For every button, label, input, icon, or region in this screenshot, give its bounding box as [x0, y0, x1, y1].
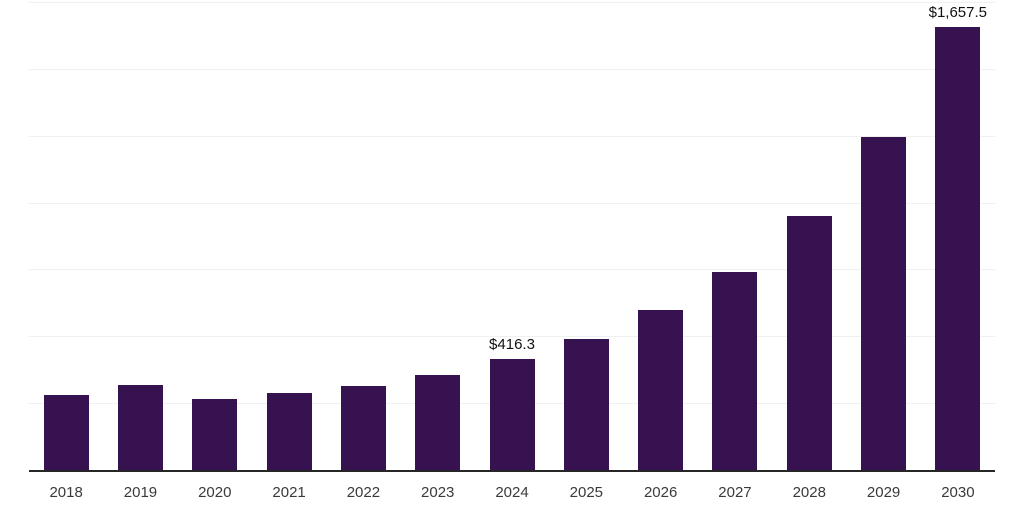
x-tick-2028: 2028: [792, 484, 826, 501]
plot-area: $416.3 $1,657.5: [29, 0, 995, 470]
bar-2025: [563, 338, 609, 470]
x-tick-2019: 2019: [123, 484, 158, 501]
value-label-2024: $416.3: [489, 335, 535, 353]
bar-2019: [118, 385, 163, 470]
bar-2021: [266, 393, 312, 470]
bar-2018: [43, 395, 89, 470]
x-tick-2026: 2026: [643, 484, 678, 501]
x-tick-2018: 2018: [49, 484, 83, 501]
x-tick-2022: 2022: [346, 484, 381, 501]
bar-2027: [712, 271, 758, 470]
x-tick-2024: 2024: [495, 484, 529, 501]
x-tick-2027: 2027: [718, 484, 752, 501]
bar-2020: [192, 399, 238, 470]
gridline-1250: [29, 135, 995, 137]
x-tick-2030: 2030: [941, 484, 975, 501]
bar-2023: [415, 374, 461, 470]
x-axis-tick-labels: 2018 2019 2020 2021 2022 2023 2024 2025 2026 2027…: [29, 484, 995, 504]
bar-2026: [638, 310, 684, 470]
x-tick-2029: 2029: [866, 484, 901, 501]
bar-2029: [861, 137, 906, 470]
gridline-1000: [29, 202, 995, 204]
value-label-2030: $1,657.5: [928, 3, 987, 21]
bar-2024: [489, 358, 535, 470]
bar-2022: [340, 385, 386, 470]
gridline-1500: [29, 68, 995, 70]
x-axis-line: [29, 470, 995, 472]
gridline-1750: [29, 2, 995, 3]
bar-2030: [935, 26, 981, 470]
x-tick-2023: 2023: [421, 484, 455, 501]
x-tick-2021: 2021: [272, 484, 306, 501]
gridline-500: [29, 336, 995, 338]
bar-2028: [786, 216, 832, 470]
x-tick-2025: 2025: [569, 484, 604, 501]
gridline-750: [29, 269, 995, 271]
x-tick-2020: 2020: [198, 484, 232, 501]
